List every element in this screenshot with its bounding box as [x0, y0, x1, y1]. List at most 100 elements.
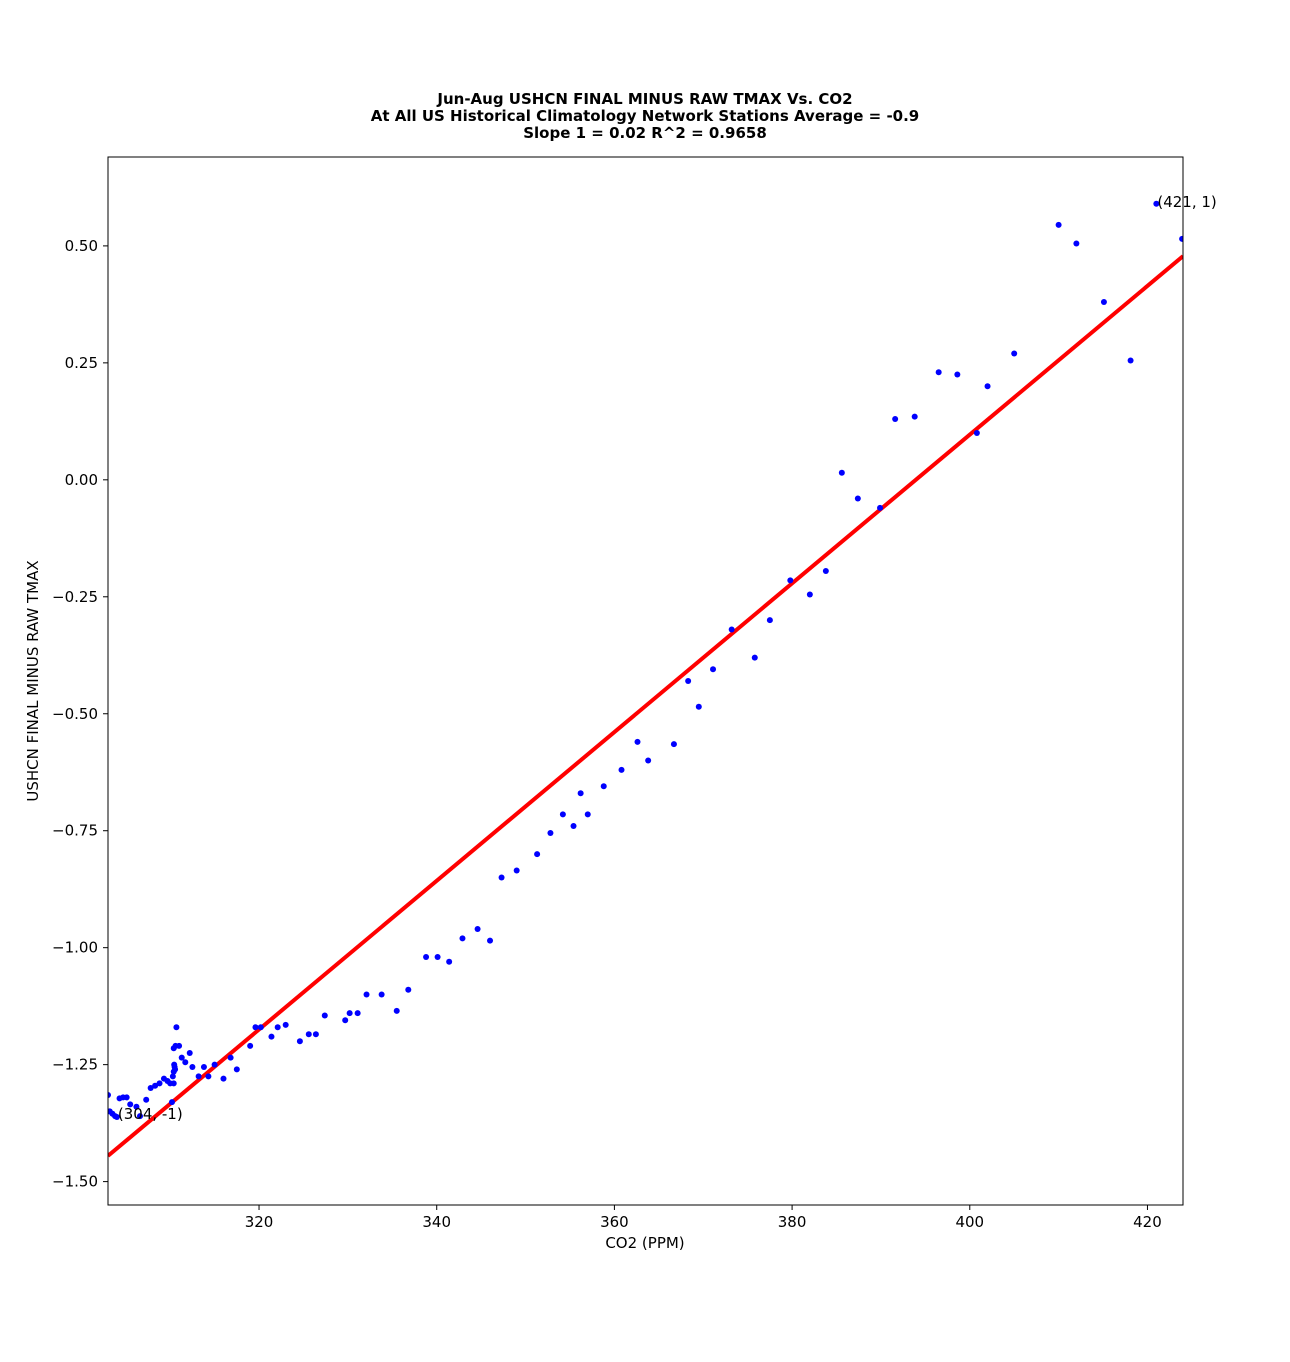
- data-point: [1100, 299, 1107, 306]
- data-point: [695, 703, 702, 710]
- data-point: [1055, 221, 1062, 228]
- data-point: [321, 1012, 328, 1019]
- points-layer: [108, 200, 1183, 1121]
- data-point: [423, 954, 430, 961]
- fit-line: [108, 254, 1183, 1158]
- data-point: [892, 416, 899, 422]
- data-point: [312, 1031, 319, 1038]
- data-point: [123, 1094, 130, 1101]
- data-point: [220, 1075, 227, 1082]
- annotations-layer: (304, -1) (421, 1): [118, 193, 1217, 1123]
- y-tick-label: 0.00: [65, 471, 98, 489]
- data-point: [984, 383, 991, 390]
- data-point: [282, 1021, 289, 1028]
- x-tick-label: 320: [245, 1213, 274, 1231]
- data-point: [252, 1024, 259, 1031]
- data-point: [434, 954, 441, 961]
- data-point: [1011, 350, 1018, 357]
- data-point: [670, 741, 677, 748]
- data-point: [393, 1007, 400, 1014]
- data-point: [534, 851, 541, 858]
- data-point: [257, 1024, 264, 1031]
- data-point: [1153, 200, 1160, 207]
- x-tick-label: 380: [778, 1213, 807, 1231]
- data-point: [728, 626, 735, 633]
- data-point: [178, 1054, 185, 1061]
- data-point: [710, 666, 717, 673]
- data-point: [487, 937, 494, 944]
- data-point: [584, 811, 591, 818]
- x-axis-label: CO2 (PPM): [605, 1234, 684, 1252]
- data-point: [854, 495, 861, 502]
- data-point: [685, 678, 692, 684]
- data-point: [474, 925, 481, 932]
- data-point: [113, 1114, 120, 1121]
- chart-title-line-3: Slope 1 = 0.02 R^2 = 0.9658: [523, 124, 767, 142]
- data-point: [766, 617, 773, 624]
- plot-frame: [107, 156, 1184, 1206]
- data-point: [600, 783, 607, 790]
- data-point: [838, 469, 845, 476]
- data-point: [973, 430, 980, 437]
- data-point: [645, 757, 652, 764]
- data-point: [911, 413, 918, 420]
- data-point: [168, 1099, 175, 1106]
- data-point: [205, 1073, 212, 1080]
- y-axis: 0.50 0.25 0.00 −0.25 −0.50 −0.75 −1.00 −1.25 −1.…: [52, 237, 108, 1191]
- data-point: [186, 1049, 193, 1056]
- y-tick-label: −1.25: [52, 1056, 98, 1074]
- data-point: [172, 1066, 179, 1073]
- data-point: [618, 766, 625, 773]
- data-point: [513, 867, 520, 874]
- data-point: [108, 1092, 111, 1099]
- y-tick-label: 0.25: [65, 354, 98, 372]
- data-point: [268, 1033, 275, 1040]
- data-point: [133, 1103, 140, 1110]
- data-point: [247, 1042, 254, 1049]
- data-point: [498, 874, 505, 881]
- fit-layer: [108, 254, 1183, 1158]
- annotation-1: (421, 1): [1157, 193, 1216, 211]
- data-point: [189, 1063, 196, 1070]
- data-point: [935, 369, 942, 376]
- y-tick-label: −0.25: [52, 588, 98, 606]
- data-point: [822, 568, 829, 575]
- data-point: [751, 654, 758, 661]
- chart-title-line-2: At All US Historical Climatology Network…: [371, 107, 920, 125]
- data-point: [227, 1054, 234, 1061]
- chart-title-line-1: Jun-Aug USHCN FINAL MINUS RAW TMAX Vs. C…: [436, 90, 852, 108]
- data-point: [577, 790, 584, 797]
- y-axis-label: USHCN FINAL MINUS RAW TMAX: [24, 560, 42, 801]
- data-point: [954, 371, 961, 378]
- data-point: [559, 811, 566, 818]
- data-point: [446, 958, 453, 965]
- data-point: [182, 1059, 189, 1066]
- data-point: [346, 1010, 353, 1017]
- data-point: [1179, 235, 1183, 242]
- y-tick-label: −0.50: [52, 705, 98, 723]
- data-point: [634, 738, 641, 745]
- data-point: [363, 991, 370, 998]
- data-point: [570, 823, 577, 830]
- x-tick-label: 400: [955, 1213, 984, 1231]
- data-point: [547, 830, 554, 837]
- data-point: [342, 1017, 349, 1024]
- data-point: [173, 1024, 180, 1031]
- data-point: [147, 1085, 154, 1092]
- annotation-0: (304, -1): [118, 1105, 183, 1123]
- x-tick-label: 360: [600, 1213, 629, 1231]
- data-point: [274, 1024, 281, 1031]
- data-point: [170, 1045, 177, 1052]
- data-point: [195, 1073, 202, 1080]
- data-point: [1127, 357, 1134, 364]
- data-point: [156, 1080, 163, 1087]
- data-point: [152, 1082, 159, 1089]
- data-point: [233, 1066, 240, 1073]
- data-point: [169, 1073, 176, 1080]
- data-point: [305, 1031, 312, 1038]
- data-point: [136, 1113, 143, 1120]
- data-point: [127, 1101, 134, 1108]
- y-tick-label: −1.00: [52, 939, 98, 957]
- data-point: [1073, 240, 1080, 247]
